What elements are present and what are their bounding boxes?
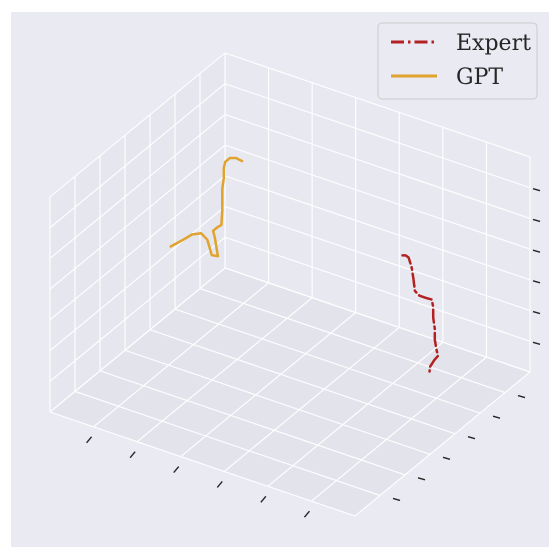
left-pane xyxy=(50,53,225,412)
legend-label-expert: Expert xyxy=(456,31,531,56)
tick-x xyxy=(260,495,267,503)
grid-floor-y xyxy=(199,288,506,394)
tick-z xyxy=(532,249,541,253)
grid-lines xyxy=(49,52,531,517)
grid-back-z xyxy=(224,83,531,189)
grid-left-z xyxy=(49,175,226,321)
legend: Expert GPT xyxy=(377,22,538,100)
grid-floor-y xyxy=(149,329,456,435)
grid-floor-x xyxy=(223,327,400,472)
grid-back-z xyxy=(224,144,531,250)
tick-z xyxy=(532,218,541,223)
tick-marks xyxy=(86,188,541,518)
tick-y xyxy=(442,456,451,460)
grid-floor-y xyxy=(224,267,531,373)
grid-floor-x xyxy=(180,312,357,457)
grid-floor-y xyxy=(174,308,481,414)
grid-left-z xyxy=(49,83,226,229)
grid-left-z xyxy=(49,52,226,198)
series-line-expert xyxy=(401,254,440,373)
grid-floor-x xyxy=(93,282,269,428)
grid-floor-x xyxy=(136,297,313,443)
tick-z xyxy=(532,280,541,284)
floor-pane xyxy=(50,268,530,516)
series-line-gpt xyxy=(169,156,244,258)
grid-left-z xyxy=(49,236,226,382)
grid-back-z xyxy=(224,52,531,158)
tick-z xyxy=(532,188,541,192)
grid-floor-y xyxy=(49,411,356,517)
tick-y xyxy=(517,394,526,399)
tick-z xyxy=(532,310,541,315)
grid-floor-x xyxy=(354,371,531,517)
grid-back-z xyxy=(224,206,531,312)
back-pane xyxy=(225,53,530,372)
tick-x xyxy=(216,480,223,488)
legend-label-gpt: GPT xyxy=(456,65,503,90)
grid-floor-y xyxy=(124,349,431,455)
grid-back-z xyxy=(224,236,531,342)
tick-x xyxy=(173,466,180,474)
tick-z xyxy=(532,341,541,345)
tick-x xyxy=(129,451,136,459)
tick-y xyxy=(392,497,401,502)
tick-x xyxy=(303,510,310,518)
grid-left-z xyxy=(49,267,226,413)
grid-left-z xyxy=(49,114,226,259)
grid-floor-x xyxy=(311,356,487,502)
grid-floor-x xyxy=(267,341,444,487)
grid-back-z xyxy=(224,113,531,219)
grid-floor-y xyxy=(74,390,381,496)
tick-y xyxy=(492,415,501,419)
panes xyxy=(50,53,530,516)
grid-left-z xyxy=(49,144,226,290)
grid-back-z xyxy=(224,175,531,281)
tick-y xyxy=(467,436,476,440)
grid-left-z xyxy=(49,206,226,351)
series-layer xyxy=(169,156,440,373)
grid-floor-y xyxy=(99,370,406,476)
tick-x xyxy=(86,436,93,444)
tick-y xyxy=(417,477,426,481)
